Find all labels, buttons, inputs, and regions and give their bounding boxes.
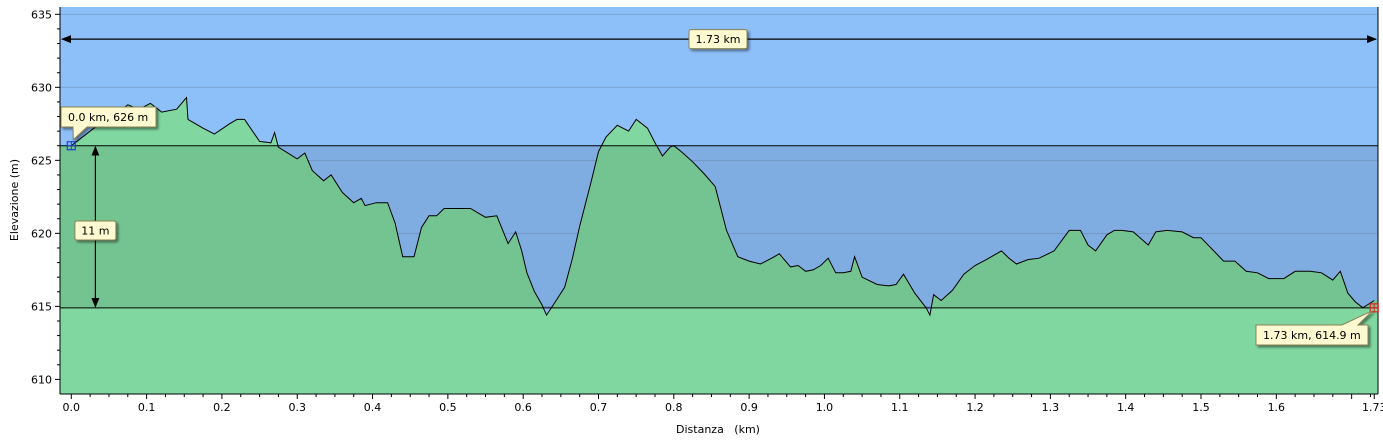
endpoint-markers [66, 141, 1379, 313]
x-tick-label: 1.5 [1192, 401, 1210, 414]
x-tick-label: 0.3 [288, 401, 306, 414]
callout-box [688, 29, 748, 50]
x-tick-label: 0.7 [590, 401, 608, 414]
elevation-difference-label: 11 m [81, 224, 109, 237]
x-tick-label: 1.4 [1117, 401, 1135, 414]
x-tick-label: 1.73 [1362, 401, 1383, 414]
x-axis-ticks: 0.0 0.1 0.2 0.3 0.4 0.5 0.6 0.7 0.8 0.9 1.0 1.1 1.2 1… [63, 394, 1383, 414]
x-tick-label: 0.6 [514, 401, 532, 414]
x-tick-label: 0.2 [213, 401, 231, 414]
y-tick-label: 610 [31, 373, 52, 386]
x-tick-label: 0.8 [665, 401, 683, 414]
callout-box [60, 106, 157, 141]
callout-box [1255, 310, 1373, 346]
y-tick-label: 635 [31, 8, 52, 21]
x-tick-label: 1.6 [1268, 401, 1286, 414]
x-tick-label: 0.1 [138, 401, 156, 414]
x-tick-label: 0.5 [439, 401, 457, 414]
x-tick-label: 1.0 [816, 401, 834, 414]
start-point-label: 0.0 km, 626 m [68, 111, 148, 124]
reference-lines [60, 145, 1378, 309]
y-tick-label: 620 [31, 227, 52, 240]
elevation-profile-line [70, 96, 1375, 317]
end-point-callout: 1.73 km, 614.9 m [1255, 310, 1373, 346]
distance-label: 1.73 km [695, 33, 740, 46]
callout-box [74, 220, 117, 241]
x-tick-label: 1.3 [1042, 401, 1060, 414]
x-tick-label: 0.9 [740, 401, 758, 414]
x-tick-label: 0.4 [364, 401, 382, 414]
distance-callout: 1.73 km [688, 29, 748, 50]
x-tick-label: 1.1 [891, 401, 909, 414]
x-axis-title: Distanza (km) [676, 423, 760, 436]
start-point-marker[interactable] [66, 141, 76, 151]
y-tick-label: 615 [31, 300, 52, 313]
elevation-area [60, 97, 1378, 394]
climb-range-band [60, 145, 1378, 308]
y-tick-label: 625 [31, 154, 52, 167]
start-point-callout: 0.0 km, 626 m [60, 106, 157, 141]
elevation-difference-callout: 11 m [74, 220, 117, 241]
x-tick-label: 1.2 [966, 401, 984, 414]
y-tick-label: 630 [31, 81, 52, 94]
axes [59, 7, 1379, 395]
y-axis-title: Elevazione (m) [8, 159, 21, 241]
end-point-label: 1.73 km, 614.9 m [1263, 329, 1361, 342]
x-tick-label: 0.0 [63, 401, 81, 414]
y-axis-ticks: 635 630 625 620 615 610 [31, 8, 60, 386]
end-point-marker[interactable] [1369, 303, 1379, 313]
